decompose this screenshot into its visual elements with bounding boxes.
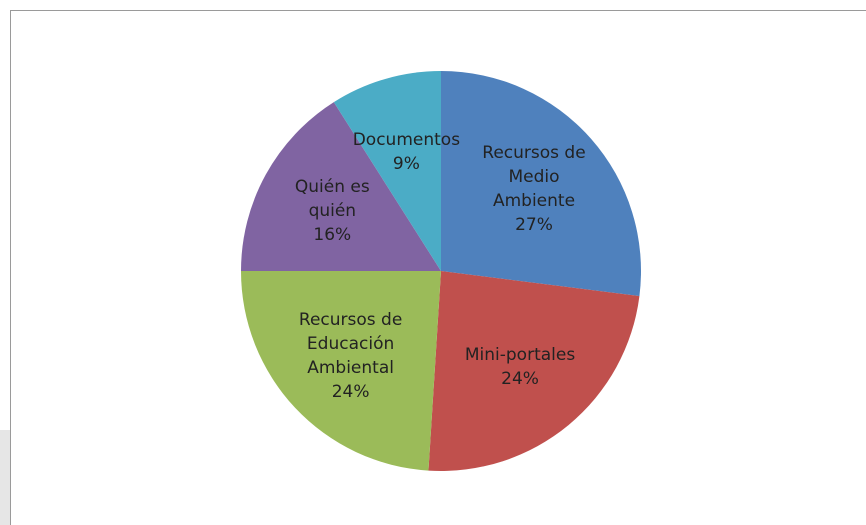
value-label: 9%	[392, 153, 420, 174]
category-label: Quién es quién	[294, 177, 370, 222]
label-box: Documentos 9%	[350, 92, 462, 212]
label-box: Quién es quién 16%	[276, 151, 388, 271]
slice-label: Recursos de Educación Ambiental 24%	[295, 296, 407, 416]
label-box: Mini-portales 24%	[464, 307, 576, 427]
slice-label: Documentos 9%	[350, 92, 462, 212]
slice-label: Mini-portales 24%	[464, 307, 576, 427]
slices	[241, 71, 641, 471]
label-box: Recursos de Educación Ambiental 24%	[295, 296, 407, 416]
label-box: Recursos de Medio Ambiente 27%	[478, 129, 590, 249]
value-label: 16%	[313, 225, 352, 246]
pie-slice	[333, 71, 441, 271]
category-label: Recursos de Educación Ambiental	[298, 309, 403, 378]
pie-slice	[241, 102, 441, 271]
slice-label: Recursos de Medio Ambiente 27%	[478, 129, 590, 249]
value-label: 24%	[501, 368, 539, 389]
category-label: Documentos	[352, 129, 461, 150]
value-label: 24%	[331, 381, 370, 402]
value-label: 27%	[515, 214, 553, 235]
labels: Recursos de Medio Ambiente 27% Mini-portal…	[276, 92, 590, 427]
pie-slice	[241, 271, 441, 471]
background-strip	[0, 430, 12, 525]
category-label: Recursos de Medio Ambiente	[482, 142, 586, 211]
slice-label: Quién es quién 16%	[276, 151, 388, 271]
pie-slice	[428, 271, 640, 471]
category-label: Mini-portales	[464, 344, 576, 365]
pie-slice	[441, 71, 641, 297]
